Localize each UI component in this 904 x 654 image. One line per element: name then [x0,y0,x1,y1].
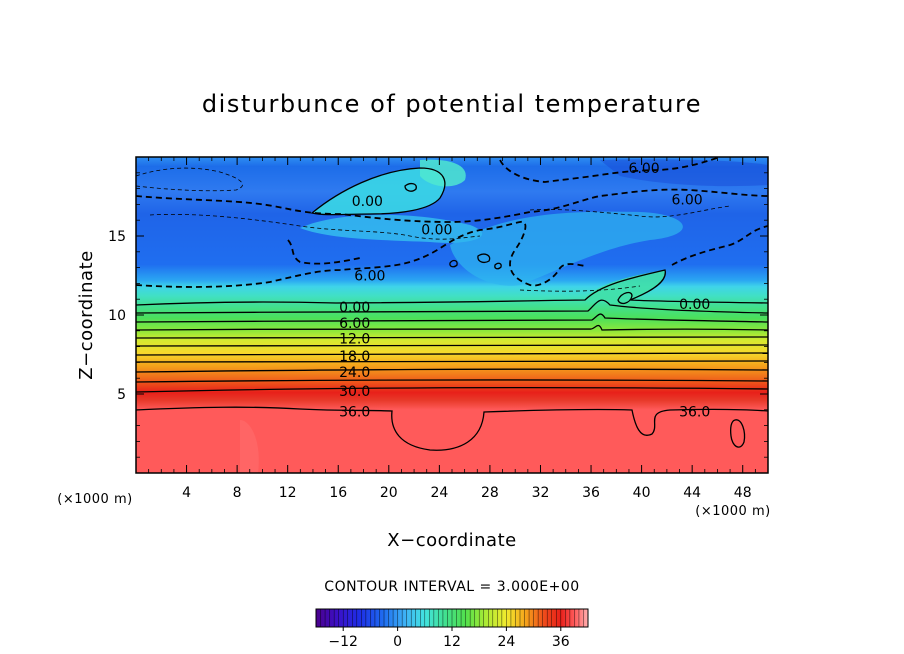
x-tick-label: 4 [182,485,191,501]
x-tick-label: 24 [430,485,448,501]
contour-0-oval [617,291,633,305]
field-fill [136,157,768,473]
x-axis-label: X−coordinate [387,530,516,551]
y-tick-label: 15 [108,229,126,245]
contour-0-island-c [494,262,502,270]
contour-neg6-lower [136,221,586,288]
deep-blue-patch [600,159,768,187]
contour-lines [136,167,768,451]
contour-label: 0.00 [421,223,452,239]
colorbar-tick-label: 36 [552,634,570,650]
contour-0-island-a [449,259,458,268]
contour-label: 6.00 [629,161,660,177]
y-axis-label: Z−coordinate [76,250,97,379]
contour-label: 0.00 [339,300,370,316]
contour-0-island-b [477,253,491,263]
chart-title: disturbunce of potential temperature [202,90,702,118]
contour-label: 6.00 [339,316,370,332]
contour-label: 12.0 [339,332,370,348]
colorbar-tick-label: −12 [328,634,358,650]
contour-neg6-right [671,225,768,266]
contour-neg3-b [149,213,481,240]
y-tick-label: 5 [117,387,126,403]
contour-label: 0.00 [352,194,383,210]
colorbar-tick-label: 0 [393,634,402,650]
x-tick-label: 36 [582,485,600,501]
contour-27 [136,379,768,383]
x-tick-label: 40 [633,485,651,501]
colorbar: −12 0 12 24 36 [315,608,589,650]
contour-36 [136,406,768,451]
contour-neg6-left [287,239,361,265]
x-tick-label: 8 [233,485,242,501]
green-plume [585,270,666,304]
x-tick-label: 28 [481,485,499,501]
contour-label: 0.00 [679,297,710,313]
x-tick-label: 44 [683,485,701,501]
colorbar-tick-label: 24 [497,634,515,650]
contour-neg6-top [499,157,721,183]
contour-36-loop [729,419,746,448]
x-unit-right: (×1000 m) [695,504,770,519]
contour-label: 36.0 [679,404,710,420]
contour-label: 30.0 [339,384,370,400]
cyan-patch-right [450,211,683,286]
contour-3 [136,299,768,314]
contour-label: 36.0 [339,404,370,420]
contour-neg3-c [529,205,731,218]
contour-lines-thin-dashed [136,167,731,292]
x-unit-left: (×1000 m) [57,492,132,507]
x-tick-label: 16 [329,485,347,501]
x-axis: 4 8 12 16 20 24 28 32 36 40 44 48 [148,157,756,501]
contour-0 [136,269,768,306]
x-tick-label: 48 [734,485,752,501]
contour-label: 18.0 [339,349,370,365]
x-tick-label: 32 [532,485,550,501]
contour-neg3-d [519,285,641,292]
contour-30 [136,386,768,393]
y-tick-label: 10 [108,308,126,324]
cyan-patch-upper [312,168,445,215]
contour-6 [136,313,768,323]
contour-label: 24.0 [339,365,370,381]
pink-hot-spot [240,420,259,473]
colorbar-tick-label: 12 [443,634,461,650]
light-cyan-top [420,159,466,187]
y-axis: 5 10 15 [108,172,768,458]
contour-0-small [404,182,417,192]
contour-label: 6.00 [672,193,703,209]
x-tick-label: 12 [279,485,297,501]
contour-neg6-upper [136,188,768,223]
contour-9 [136,324,768,331]
contour-lines-negative [136,157,768,288]
colorbar-ticks: −12 0 12 24 36 [328,627,570,650]
contour-interval-text: CONTOUR INTERVAL = 3.000E+00 [324,579,579,595]
contour-24 [136,368,768,373]
colorbar-segments [320,609,584,627]
contour-0-upper [310,167,446,216]
contour-label: 6.00 [354,269,385,285]
x-tick-label: 20 [380,485,398,501]
contour-labels: 6.006.000.000.006.000.000.006.0012.018.0… [339,161,710,420]
